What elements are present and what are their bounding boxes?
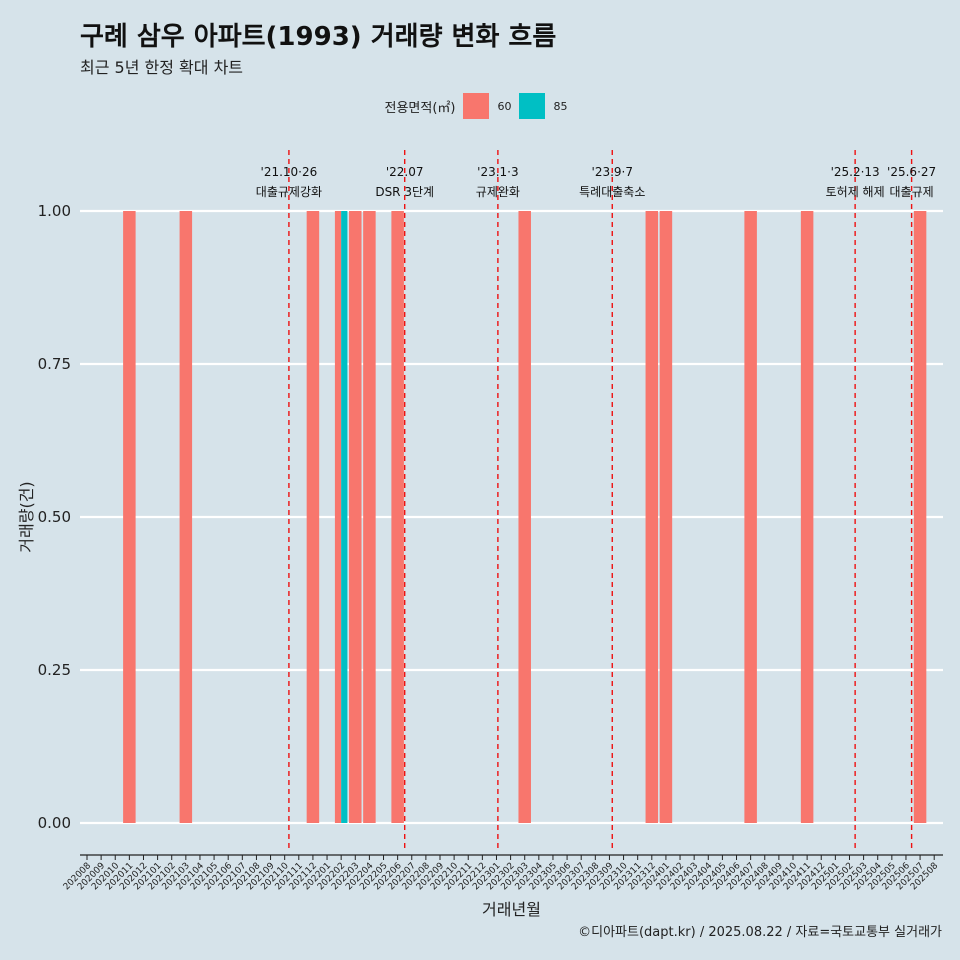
event-label: 규제완화 [476,185,520,199]
event-date: '23.9·7 [592,165,633,179]
event-label: 특례대출축소 [579,185,645,199]
chart-subtitle: 최근 5년 한정 확대 차트 [80,58,244,77]
event-label: 토허제 해제 [826,185,885,199]
bar-85 [341,211,348,823]
event-label: DSR 3단계 [375,185,434,199]
event-date: '21.10·26 [261,165,318,179]
y-tick-label: 0.00 [38,814,71,832]
bar-60 [659,211,673,823]
event-date: '23.1·3 [477,165,518,179]
y-tick-label: 1.00 [38,202,71,220]
source-caption: ©디아파트(dapt.kr) / 2025.08.22 / 자료=국토교통부 실… [578,925,942,940]
bar-60 [179,211,193,823]
chart-title: 구례 삼우 아파트(1993) 거래량 변화 흐름 [80,22,557,52]
bar-60 [645,211,659,823]
legend-key-60 [463,93,490,119]
legend-label-85: 85 [553,99,568,113]
legend-label-60: 60 [497,99,512,113]
event-date: '25.6·27 [887,165,936,179]
y-tick-label: 0.75 [38,355,71,373]
bar-60 [306,211,320,823]
bar-60 [744,211,757,823]
x-axis-title: 거래년월 [482,900,541,919]
bar-60 [123,211,136,823]
event-date: '25.2·13 [831,165,880,179]
y-tick-label: 0.50 [38,508,71,526]
legend-key-85 [519,93,546,119]
bar-60 [518,211,531,823]
bar-60 [913,211,927,823]
bar-60 [349,211,362,823]
event-date: '22.07 [386,165,424,179]
event-label: 대출규제 [890,185,934,199]
bar-60 [391,211,404,823]
legend: 전용면적(㎡) 60 85 [0,93,960,119]
bar-60 [363,211,376,823]
y-tick-label: 0.25 [38,661,71,679]
y-axis-title: 거래량(건) [17,481,36,552]
legend-title: 전용면적(㎡) [384,100,456,116]
bar-60 [800,211,814,823]
bar-60 [334,211,342,823]
event-label: 대출규제강화 [256,185,322,199]
